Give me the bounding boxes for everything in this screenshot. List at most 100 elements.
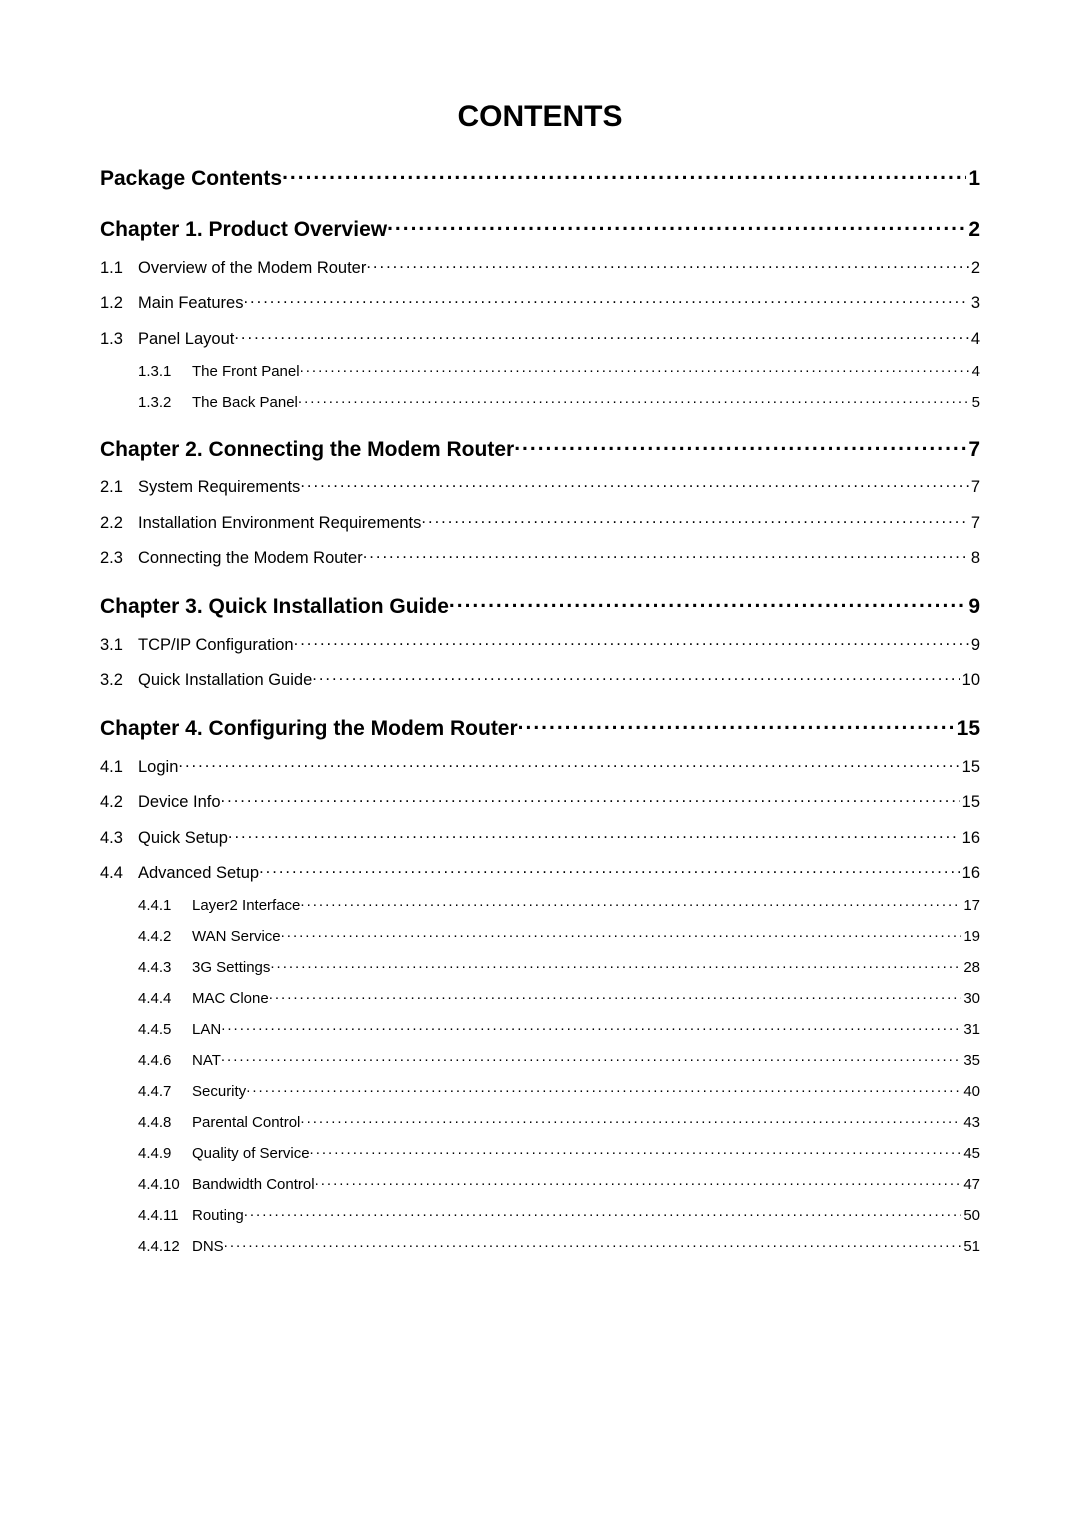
toc-entry-page: 7 bbox=[966, 438, 980, 462]
toc-entry-label: 1.3Panel Layout bbox=[100, 330, 234, 349]
toc-entry: 4.3Quick Setup16 bbox=[100, 826, 980, 848]
toc-leader-dots bbox=[282, 164, 966, 185]
toc-entry-number: 1.3 bbox=[100, 330, 138, 349]
toc-leader-dots bbox=[294, 633, 969, 650]
toc-entry-text: The Front Panel bbox=[192, 363, 300, 380]
toc-entry-label: 4.2Device Info bbox=[100, 793, 221, 812]
toc-entry-label: 1.3.2The Back Panel bbox=[138, 394, 298, 411]
toc-entry: 4.4.10Bandwidth Control47 bbox=[100, 1174, 980, 1193]
toc-entry-page: 31 bbox=[961, 1021, 980, 1038]
toc-leader-dots bbox=[387, 215, 966, 236]
toc-entry-page: 43 bbox=[961, 1114, 980, 1131]
toc-entry: 1.3.2The Back Panel 5 bbox=[100, 392, 980, 411]
toc-entry: 4.4.12DNS 51 bbox=[100, 1236, 980, 1255]
toc-leader-dots bbox=[310, 1143, 962, 1158]
toc-entry: 2.3Connecting the Modem Router8 bbox=[100, 547, 980, 569]
toc-entry: 4.4.2WAN Service19 bbox=[100, 926, 980, 945]
toc-leader-dots bbox=[244, 1205, 962, 1220]
toc-entry-label: 1.3.1The Front Panel bbox=[138, 363, 300, 380]
toc-entry: 4.4.8Parental Control 43 bbox=[100, 1112, 980, 1131]
toc-entry: Chapter 2. Connecting the Modem Router 7 bbox=[100, 435, 980, 462]
toc-entry-number: 1.2 bbox=[100, 294, 138, 313]
toc-leader-dots bbox=[300, 476, 969, 493]
toc-entry: 4.4.7Security40 bbox=[100, 1081, 980, 1100]
toc-entry-page: 1 bbox=[966, 167, 980, 191]
toc-entry-number: 4.4.11 bbox=[138, 1207, 192, 1224]
toc-leader-dots bbox=[300, 361, 970, 376]
toc-entry-page: 10 bbox=[960, 671, 980, 690]
toc-entry: 3.2Quick Installation Guide10 bbox=[100, 669, 980, 691]
toc-entry-label: 2.2Installation Environment Requirements bbox=[100, 514, 421, 533]
toc-entry-label: 4.3Quick Setup bbox=[100, 829, 228, 848]
toc-entry: 4.4.33G Settings28 bbox=[100, 957, 980, 976]
toc-entry-text: Overview of the Modem Router bbox=[138, 259, 366, 277]
toc-leader-dots bbox=[421, 511, 968, 528]
toc-entry-text: Login bbox=[138, 758, 178, 776]
toc-entry-number: 4.4.3 bbox=[138, 959, 192, 976]
toc-entry-number: 2.1 bbox=[100, 478, 138, 497]
toc-entry-label: Chapter 2. Connecting the Modem Router bbox=[100, 438, 514, 462]
toc-entry-label: 1.1Overview of the Modem Router bbox=[100, 259, 366, 278]
toc-entry-text: The Back Panel bbox=[192, 394, 298, 411]
toc-entry-label: 4.1Login bbox=[100, 758, 178, 777]
toc-entry-page: 7 bbox=[969, 514, 980, 533]
toc-container: Package Contents 1 Chapter 1. Product Over… bbox=[100, 164, 980, 1255]
toc-leader-dots bbox=[312, 669, 959, 686]
toc-entry-label: 1.2Main Features bbox=[100, 294, 243, 313]
toc-entry-page: 3 bbox=[969, 294, 980, 313]
toc-entry-text: Chapter 2. Connecting the Modem Router bbox=[100, 438, 514, 461]
toc-leader-dots bbox=[300, 895, 961, 910]
toc-entry-number: 3.1 bbox=[100, 636, 138, 655]
toc-leader-dots bbox=[363, 547, 969, 564]
toc-leader-dots bbox=[234, 327, 968, 344]
toc-entry: 1.3Panel Layout4 bbox=[100, 327, 980, 349]
toc-leader-dots bbox=[246, 1081, 961, 1096]
toc-entry-page: 16 bbox=[960, 864, 980, 883]
toc-entry-page: 47 bbox=[961, 1176, 980, 1193]
toc-entry-label: 4.4.1Layer2 Interface bbox=[138, 897, 300, 914]
toc-entry-label: Chapter 1. Product Overview bbox=[100, 218, 387, 242]
toc-entry: Chapter 4. Configuring the Modem Router1… bbox=[100, 714, 980, 741]
toc-entry: 4.4.11Routing50 bbox=[100, 1205, 980, 1224]
toc-entry-page: 30 bbox=[961, 990, 980, 1007]
toc-entry-number: 2.2 bbox=[100, 514, 138, 533]
toc-entry: 1.2Main Features 3 bbox=[100, 292, 980, 314]
toc-entry-number: 4.4.7 bbox=[138, 1083, 192, 1100]
toc-entry: 4.1Login15 bbox=[100, 755, 980, 777]
toc-entry-number: 1.1 bbox=[100, 259, 138, 278]
toc-entry-label: 4.4.9Quality of Service bbox=[138, 1145, 310, 1162]
toc-entry: 4.4Advanced Setup 16 bbox=[100, 862, 980, 884]
toc-leader-dots bbox=[221, 1019, 961, 1034]
toc-entry: 4.4.5LAN31 bbox=[100, 1019, 980, 1038]
toc-entry-number: 4.4.2 bbox=[138, 928, 192, 945]
toc-entry-number: 1.3.1 bbox=[138, 363, 192, 380]
toc-entry-text: Parental Control bbox=[192, 1114, 300, 1131]
toc-leader-dots bbox=[243, 292, 968, 309]
toc-entry: 3.1TCP/IP Configuration9 bbox=[100, 633, 980, 655]
toc-entry: 4.4.1Layer2 Interface 17 bbox=[100, 895, 980, 914]
toc-entry-number: 4.4.12 bbox=[138, 1238, 192, 1255]
toc-entry-label: 4.4Advanced Setup bbox=[100, 864, 259, 883]
toc-entry-page: 2 bbox=[969, 259, 980, 278]
toc-entry-page: 51 bbox=[961, 1238, 980, 1255]
toc-entry-text: Advanced Setup bbox=[138, 864, 259, 882]
toc-entry-text: Routing bbox=[192, 1207, 244, 1224]
toc-entry-number: 4.4 bbox=[100, 864, 138, 883]
toc-entry-label: 4.4.8Parental Control bbox=[138, 1114, 300, 1131]
toc-entry-page: 4 bbox=[970, 363, 980, 380]
toc-entry-text: DNS bbox=[192, 1238, 224, 1255]
toc-entry: 4.4.4MAC Clone30 bbox=[100, 988, 980, 1007]
toc-entry-text: Layer2 Interface bbox=[192, 897, 300, 914]
toc-leader-dots bbox=[300, 1112, 961, 1127]
toc-entry-page: 17 bbox=[961, 897, 980, 914]
toc-entry-number: 4.4.9 bbox=[138, 1145, 192, 1162]
toc-entry-page: 9 bbox=[966, 595, 980, 619]
toc-entry-number: 4.4.1 bbox=[138, 897, 192, 914]
toc-entry-page: 5 bbox=[970, 394, 980, 411]
toc-entry-text: Bandwidth Control bbox=[192, 1176, 315, 1193]
toc-entry-label: Chapter 4. Configuring the Modem Router bbox=[100, 717, 518, 741]
toc-entry: Chapter 1. Product Overview2 bbox=[100, 215, 980, 242]
toc-entry-text: MAC Clone bbox=[192, 990, 269, 1007]
toc-entry-text: Package Contents bbox=[100, 167, 282, 190]
toc-entry-label: 4.4.6NAT bbox=[138, 1052, 221, 1069]
